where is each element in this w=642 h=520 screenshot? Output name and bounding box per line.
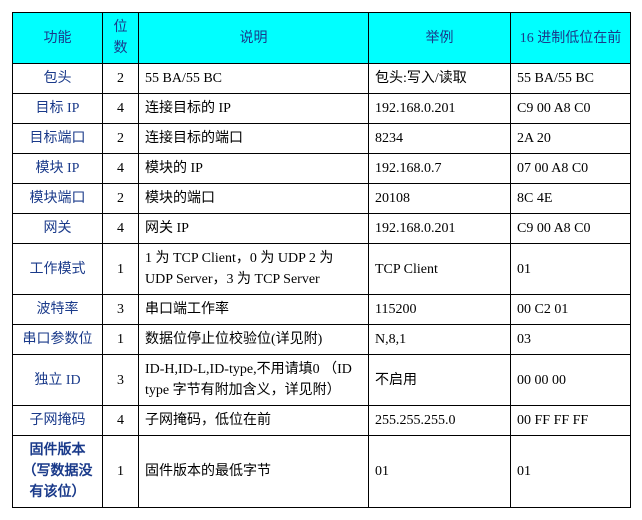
cell-example: N,8,1 (369, 325, 511, 355)
table-body: 包头255 BA/55 BC包头:写入/读取55 BA/55 BC目标 IP4连… (13, 64, 631, 508)
cell-desc: 固件版本的最低字节 (139, 436, 369, 508)
cell-hex: 55 BA/55 BC (511, 64, 631, 94)
cell-desc: ID-H,ID-L,ID-type,不用请填0 （ID type 字节有附加含义… (139, 355, 369, 406)
col-example-header: 举例 (369, 13, 511, 64)
cell-hex: C9 00 A8 C0 (511, 214, 631, 244)
cell-example: 192.168.0.7 (369, 154, 511, 184)
cell-hex: 07 00 A8 C0 (511, 154, 631, 184)
cell-bits: 4 (103, 214, 139, 244)
cell-func: 模块端口 (13, 184, 103, 214)
cell-func: 子网掩码 (13, 406, 103, 436)
table-row: 独立 ID3ID-H,ID-L,ID-type,不用请填0 （ID type 字… (13, 355, 631, 406)
cell-example: 192.168.0.201 (369, 214, 511, 244)
cell-func: 包头 (13, 64, 103, 94)
cell-hex: C9 00 A8 C0 (511, 94, 631, 124)
cell-func: 目标端口 (13, 124, 103, 154)
cell-func: 模块 IP (13, 154, 103, 184)
table-row: 网关4网关 IP192.168.0.201C9 00 A8 C0 (13, 214, 631, 244)
cell-desc: 连接目标的端口 (139, 124, 369, 154)
cell-bits: 2 (103, 124, 139, 154)
cell-desc: 数据位停止位校验位(详见附) (139, 325, 369, 355)
cell-func: 网关 (13, 214, 103, 244)
cell-func: 串口参数位 (13, 325, 103, 355)
cell-desc: 连接目标的 IP (139, 94, 369, 124)
table-row: 目标 IP4连接目标的 IP192.168.0.201C9 00 A8 C0 (13, 94, 631, 124)
cell-bits: 3 (103, 355, 139, 406)
cell-func: 工作模式 (13, 244, 103, 295)
col-bits-header: 位数 (103, 13, 139, 64)
cell-bits: 2 (103, 184, 139, 214)
cell-bits: 1 (103, 325, 139, 355)
table-row: 模块端口2模块的端口201088C 4E (13, 184, 631, 214)
table-row: 波特率3串口端工作率11520000 C2 01 (13, 295, 631, 325)
cell-func: 固件版本（写数据没有该位） (13, 436, 103, 508)
header-row: 功能 位数 说明 举例 16 进制低位在前 (13, 13, 631, 64)
cell-example: TCP Client (369, 244, 511, 295)
cell-desc: 串口端工作率 (139, 295, 369, 325)
protocol-table: 功能 位数 说明 举例 16 进制低位在前 包头255 BA/55 BC包头:写… (12, 12, 631, 508)
table-row: 模块 IP4模块的 IP192.168.0.707 00 A8 C0 (13, 154, 631, 184)
cell-example: 20108 (369, 184, 511, 214)
cell-example: 不启用 (369, 355, 511, 406)
cell-hex: 01 (511, 436, 631, 508)
cell-example: 8234 (369, 124, 511, 154)
table-row: 工作模式11 为 TCP Client，0 为 UDP 2 为 UDP Serv… (13, 244, 631, 295)
table-row: 子网掩码4子网掩码，低位在前255.255.255.000 FF FF FF (13, 406, 631, 436)
cell-bits: 1 (103, 244, 139, 295)
table-row: 串口参数位1数据位停止位校验位(详见附)N,8,103 (13, 325, 631, 355)
cell-example: 255.255.255.0 (369, 406, 511, 436)
cell-desc: 子网掩码，低位在前 (139, 406, 369, 436)
cell-hex: 8C 4E (511, 184, 631, 214)
cell-bits: 4 (103, 94, 139, 124)
cell-func: 波特率 (13, 295, 103, 325)
cell-hex: 00 C2 01 (511, 295, 631, 325)
cell-desc: 模块的端口 (139, 184, 369, 214)
cell-hex: 2A 20 (511, 124, 631, 154)
col-func-header: 功能 (13, 13, 103, 64)
cell-example: 01 (369, 436, 511, 508)
cell-desc: 55 BA/55 BC (139, 64, 369, 94)
cell-example: 115200 (369, 295, 511, 325)
cell-desc: 1 为 TCP Client，0 为 UDP 2 为 UDP Server，3 … (139, 244, 369, 295)
col-hex-header: 16 进制低位在前 (511, 13, 631, 64)
table-row: 固件版本（写数据没有该位）1固件版本的最低字节0101 (13, 436, 631, 508)
cell-hex: 00 FF FF FF (511, 406, 631, 436)
cell-desc: 网关 IP (139, 214, 369, 244)
cell-bits: 2 (103, 64, 139, 94)
cell-hex: 03 (511, 325, 631, 355)
cell-example: 192.168.0.201 (369, 94, 511, 124)
table-row: 目标端口2连接目标的端口82342A 20 (13, 124, 631, 154)
cell-func: 独立 ID (13, 355, 103, 406)
cell-hex: 00 00 00 (511, 355, 631, 406)
cell-bits: 4 (103, 406, 139, 436)
table-row: 包头255 BA/55 BC包头:写入/读取55 BA/55 BC (13, 64, 631, 94)
cell-hex: 01 (511, 244, 631, 295)
col-desc-header: 说明 (139, 13, 369, 64)
cell-desc: 模块的 IP (139, 154, 369, 184)
cell-example: 包头:写入/读取 (369, 64, 511, 94)
cell-bits: 3 (103, 295, 139, 325)
cell-bits: 4 (103, 154, 139, 184)
cell-func: 目标 IP (13, 94, 103, 124)
cell-bits: 1 (103, 436, 139, 508)
